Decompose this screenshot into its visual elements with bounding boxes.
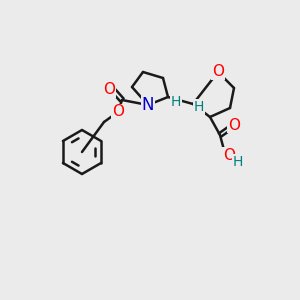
Text: H: H xyxy=(233,155,243,169)
Text: O: O xyxy=(103,82,115,98)
Text: O: O xyxy=(212,64,224,80)
Text: H: H xyxy=(194,100,204,114)
Text: O: O xyxy=(112,104,124,119)
Text: O: O xyxy=(228,118,240,133)
Text: O: O xyxy=(223,148,235,163)
Text: H: H xyxy=(171,95,181,109)
Text: N: N xyxy=(142,96,154,114)
